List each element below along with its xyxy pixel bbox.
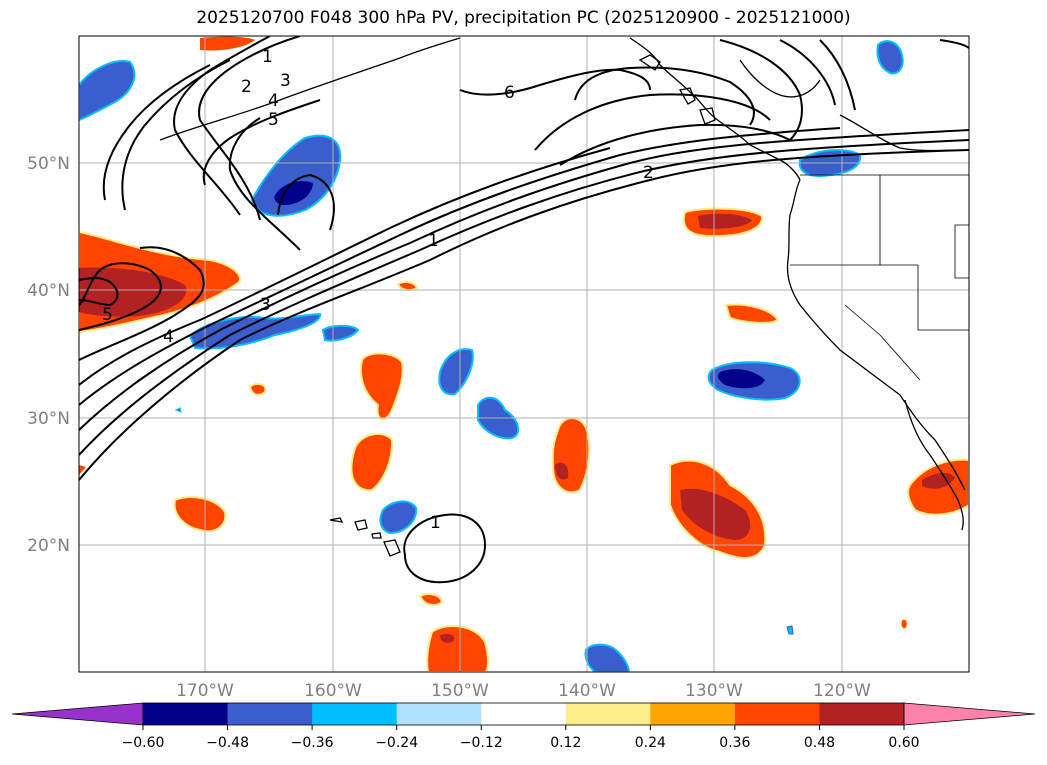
precip-area (418, 593, 444, 606)
precip-area (274, 181, 313, 206)
contour-label: 4 (163, 327, 174, 347)
precip-area (440, 633, 455, 643)
contour-label: 3 (260, 295, 271, 315)
map-area: 1 2 3 4 5 6 2 1 3 4 5 1 (79, 36, 969, 672)
lat-label-40n: 40°N (27, 281, 70, 301)
contour-label: 6 (504, 83, 515, 103)
colorbar-tick-label: 0.12 (550, 735, 581, 751)
precip-area (396, 280, 419, 292)
colorbar-swatch (819, 703, 905, 725)
contour-label: 2 (643, 163, 654, 183)
contour-label: 4 (268, 91, 279, 111)
colorbar-swatch (734, 703, 820, 725)
contour-label: 1 (430, 513, 441, 533)
colorbar-tick-label: −0.12 (460, 735, 503, 751)
contour-label: 3 (280, 71, 291, 91)
colorbar-tick-label: 0.60 (888, 735, 919, 751)
pv-contour-labels: 1 2 3 4 5 6 2 1 3 4 5 1 (102, 47, 654, 533)
colorbar-swatch (650, 703, 736, 725)
precip-area (359, 352, 404, 420)
colorbar-tick-label: 0.48 (804, 735, 835, 751)
lon-label-170w: 170°W (176, 681, 234, 701)
precip-area (680, 488, 751, 540)
graticule (79, 36, 969, 672)
precip-area (350, 432, 394, 492)
lon-label-150w: 150°W (431, 681, 489, 701)
colorbar-tick-label: −0.48 (206, 735, 249, 751)
colorbar-extend-high (903, 702, 1036, 726)
precip-area (698, 213, 752, 229)
precip-area (876, 40, 904, 75)
precip-area (79, 465, 86, 475)
precip-area (379, 500, 418, 535)
colorbar-extend-low (11, 702, 144, 726)
precip-area (79, 60, 136, 122)
pv-contours (79, 36, 969, 584)
state-borders (790, 174, 969, 381)
colorbar-swatch (565, 703, 651, 725)
colorbar-swatch (227, 703, 313, 725)
lon-label-130w: 130°W (685, 681, 743, 701)
chart-title: 2025120700 F048 300 hPa PV, precipitatio… (196, 8, 851, 28)
colorbar-tick-label: 0.36 (719, 735, 750, 751)
precip-area (922, 472, 955, 489)
colorbar-tick-label: −0.36 (291, 735, 334, 751)
colorbar-swatch (143, 703, 229, 725)
precip-area (248, 383, 267, 396)
precip-area (786, 625, 794, 635)
precip-area (174, 407, 182, 413)
precip-positive-areas (79, 36, 969, 672)
colorbar-tick-label: 0.24 (635, 735, 666, 751)
contour-label: 5 (102, 305, 113, 325)
map-frame (78, 35, 970, 673)
lat-label-30n: 30°N (27, 409, 70, 429)
lon-label-120w: 120°W (813, 681, 871, 701)
colorbar-swatch (396, 703, 482, 725)
precip-area (724, 303, 780, 324)
colorbar-outline (142, 702, 905, 726)
lat-label-50n: 50°N (27, 154, 70, 174)
colorbar: −0.60 −0.48 −0.36 −0.24 −0.12 0.12 0.24 0.36 0.4… (11, 702, 1036, 751)
precip-area (438, 348, 474, 396)
contour-label: 2 (241, 77, 252, 97)
precip-area (250, 134, 342, 217)
latitude-labels: 50°N 40°N 30°N 20°N (27, 154, 70, 556)
contour-label: 1 (262, 47, 273, 67)
precip-area (900, 619, 908, 629)
precip-area (200, 36, 255, 51)
colorbar-swatch (312, 703, 398, 725)
colorbar-tick-label: −0.24 (375, 735, 418, 751)
precip-area (717, 369, 765, 389)
contour-label: 1 (428, 231, 439, 251)
precip-area (555, 462, 569, 480)
contour-label: 5 (268, 110, 279, 130)
lat-label-20n: 20°N (27, 536, 70, 556)
precip-area (173, 496, 227, 533)
colorbar-tick-label: −0.60 (122, 735, 165, 751)
lon-label-160w: 160°W (304, 681, 362, 701)
precip-area (551, 417, 591, 494)
longitude-labels: 170°W 160°W 150°W 140°W 130°W 120°W (176, 681, 871, 701)
lon-label-140w: 140°W (558, 681, 616, 701)
colorbar-swatch (481, 703, 567, 725)
